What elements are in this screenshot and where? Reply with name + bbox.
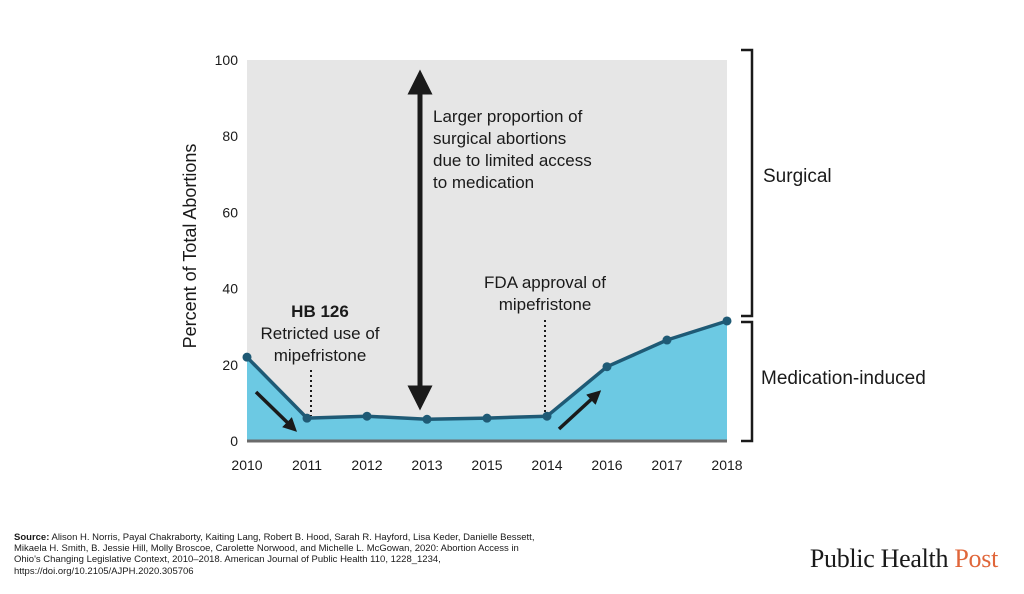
data-point [602,362,612,372]
data-point [242,352,252,362]
hb126-title: HB 126 [291,302,349,321]
data-point [362,411,372,421]
data-point [422,414,432,424]
surgical-label: Surgical [763,166,832,187]
brand-logo: Public Health Post [810,544,998,574]
y-axis-label: Percent of Total Abortions [180,144,200,349]
decline-arrow [254,390,298,432]
x-tick-label: 2016 [591,457,622,473]
medication-area [247,321,727,441]
y-axis-ticks: 0 20 40 60 80 100 [215,52,239,449]
source-text: Alison H. Norris, Payal Chakraborty, Kai… [14,532,535,577]
data-point [302,413,312,423]
arrow-note-line-1: Larger proportion of [433,107,583,126]
x-tick-label: 2010 [231,457,262,473]
surgical-bracket [741,48,754,318]
x-tick-label: 2011 [292,457,322,473]
source-citation: Source: Alison H. Norris, Payal Chakrabo… [14,532,544,577]
data-point [482,413,492,423]
x-tick-label: 2013 [411,457,442,473]
y-tick-label: 100 [215,52,239,68]
hb126-line-2: mipefristone [274,346,367,365]
source-label: Source: [14,532,50,543]
arrow-note-line-2: surgical abortions [433,129,566,148]
brand-part-1: Public Health [809,544,955,573]
arrow-note-line-3: due to limited access [433,151,592,170]
medication-bracket [741,320,754,443]
y-tick-label: 40 [222,281,238,297]
data-point [542,411,552,421]
data-points [242,316,732,424]
x-tick-label: 2015 [471,457,502,473]
x-tick-label: 2014 [531,457,562,473]
y-tick-label: 60 [222,204,238,220]
x-tick-label: 2017 [651,457,682,473]
hb126-line-1: Retricted use of [260,324,379,343]
arrow-note-line-4: to medication [433,173,534,192]
fda-line-2: mipefristone [499,295,592,314]
rise-arrow [557,390,602,431]
x-tick-label: 2018 [711,457,742,473]
data-point [722,316,732,326]
x-tick-label: 2012 [351,457,382,473]
y-tick-label: 80 [222,128,238,144]
data-point [662,335,672,345]
brand-part-2: Post [954,544,998,573]
y-tick-label: 0 [230,433,238,449]
fda-line-1: FDA approval of [484,273,606,292]
x-axis-ticks: 2010 2011 2012 2013 2015 2014 2016 2017 2018 [231,457,742,473]
y-tick-label: 20 [222,357,238,373]
medication-label: Medication-induced [761,368,926,389]
